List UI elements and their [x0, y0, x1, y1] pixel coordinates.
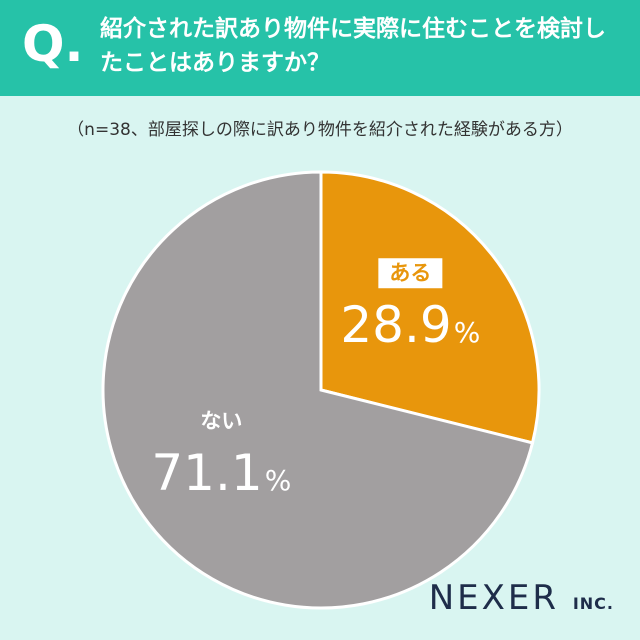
- q-mark: Q.: [22, 15, 84, 73]
- company-logo: NEXER INC.: [429, 578, 614, 618]
- slice-label-bg-0: [378, 258, 443, 289]
- slice-category-label-0: ある: [389, 261, 431, 285]
- slice-value-label-0: 28.9%: [340, 296, 480, 354]
- sample-note: （n=38、部屋探しの際に訳あり物件を紹介された経験がある方）: [67, 120, 573, 140]
- pie-slice-0: [319, 170, 541, 445]
- logo-suffix: INC.: [572, 594, 614, 613]
- question-text: 紹介された訳あり物件に実際に住むことを検討したことはありますか？: [100, 16, 606, 76]
- slice-category-label-1: ない: [200, 409, 242, 433]
- logo-main: NEXER: [428, 578, 560, 618]
- question-header: Q. 紹介された訳あり物件に実際に住むことを検討したことはありますか？: [0, 0, 640, 96]
- slice-value-label-1: 71.1%: [151, 444, 291, 502]
- pie-slice-1: [101, 170, 535, 610]
